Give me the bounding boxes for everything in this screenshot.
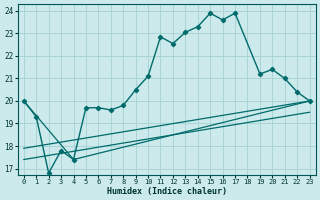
X-axis label: Humidex (Indice chaleur): Humidex (Indice chaleur): [107, 187, 227, 196]
